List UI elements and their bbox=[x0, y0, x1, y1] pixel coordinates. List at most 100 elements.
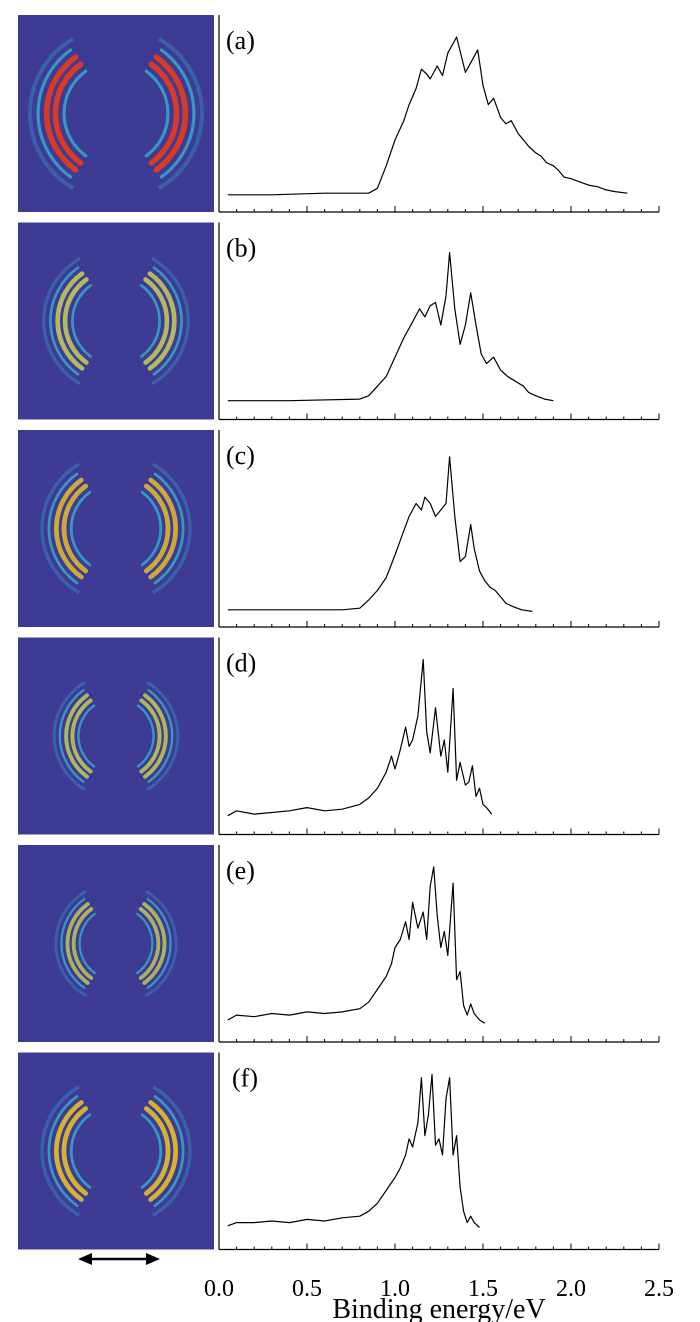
spectrum-axes bbox=[218, 222, 660, 421]
ring-arc bbox=[144, 69, 170, 158]
spectrum-line bbox=[227, 866, 486, 1024]
ring-arc bbox=[61, 1106, 89, 1196]
x-axis-tick-labels: 0.0 0.5 1.0 1.5 2.0 2.5 bbox=[204, 1276, 674, 1302]
ring-arc bbox=[143, 693, 168, 779]
ring-arc bbox=[44, 54, 79, 173]
panel-b: (b) bbox=[18, 222, 660, 421]
ring-halo bbox=[54, 890, 87, 997]
x-tick-label-5: 2.5 bbox=[644, 1276, 674, 1302]
ring-arc bbox=[140, 490, 163, 567]
panel-label: (d) bbox=[226, 649, 256, 678]
ring-arc bbox=[69, 1113, 92, 1189]
ring-arc bbox=[143, 277, 170, 365]
ring-arc bbox=[53, 1100, 84, 1202]
ring-halo bbox=[145, 890, 178, 997]
x-tick-label-4: 2.0 bbox=[556, 1276, 586, 1302]
x-axis-title: Binding energy/eV bbox=[332, 1294, 545, 1322]
ring-arc bbox=[78, 912, 96, 975]
spectrum-line bbox=[227, 1073, 480, 1228]
velocity-map-image bbox=[18, 1052, 214, 1250]
ring-arc bbox=[136, 912, 154, 975]
ring-arc bbox=[70, 698, 93, 774]
panel-label: (c) bbox=[226, 441, 255, 470]
ring-arc bbox=[77, 704, 96, 768]
x-tick-label-2: 1.0 bbox=[380, 1276, 410, 1302]
ring-halo bbox=[27, 37, 75, 190]
ring-arc bbox=[69, 490, 92, 567]
spectrum-axes bbox=[218, 637, 660, 836]
ring-arc bbox=[61, 483, 89, 574]
spectrum-line bbox=[227, 252, 554, 402]
polarization-arrow-icon bbox=[78, 1253, 160, 1265]
ring-halo bbox=[151, 256, 190, 386]
panel-e: (e) bbox=[18, 845, 660, 1043]
ring-halo bbox=[42, 256, 81, 386]
ring-arc bbox=[153, 54, 188, 173]
panel-c: (c) bbox=[18, 430, 660, 628]
panel-a: (a) bbox=[18, 15, 660, 213]
x-tick-label-1: 0.5 bbox=[292, 1276, 322, 1302]
spectrum-axes bbox=[218, 845, 660, 1043]
ring-halo bbox=[40, 462, 81, 595]
ring-arc bbox=[138, 907, 161, 980]
ring-halo bbox=[146, 681, 180, 791]
spectrum-line bbox=[227, 658, 493, 817]
ring-arc bbox=[71, 907, 94, 980]
ring-halo bbox=[151, 1085, 192, 1217]
ring-halo bbox=[151, 462, 192, 595]
panels-layer: (a) (b) (c) (d) (e) (f) bbox=[18, 15, 660, 1251]
panel-label: (a) bbox=[226, 26, 255, 55]
ring-arc bbox=[71, 284, 92, 358]
ring-arc bbox=[146, 897, 172, 990]
ring-arc bbox=[62, 69, 88, 158]
ring-arc bbox=[52, 61, 84, 166]
velocity-map-image bbox=[18, 637, 214, 835]
spectrum-line bbox=[227, 36, 628, 196]
ring-arc bbox=[60, 897, 86, 990]
x-tick-label-0: 0.0 bbox=[204, 1276, 234, 1302]
panel-label: (b) bbox=[226, 234, 256, 263]
panel-label: (e) bbox=[226, 856, 255, 885]
ring-arc bbox=[148, 61, 180, 166]
ring-arc bbox=[143, 483, 171, 574]
ring-arc bbox=[147, 271, 177, 371]
ring-arc bbox=[65, 902, 90, 985]
ring-halo bbox=[40, 1085, 81, 1217]
spectrum-axes bbox=[218, 430, 660, 628]
ring-arc bbox=[140, 1113, 163, 1189]
spectrum-line bbox=[227, 456, 533, 612]
spectrum-axes bbox=[218, 15, 660, 213]
panel-label: (f) bbox=[232, 1064, 258, 1093]
ring-arc bbox=[136, 704, 155, 768]
velocity-map-image bbox=[18, 15, 214, 212]
spectrum-axes bbox=[218, 1052, 660, 1251]
ring-arc bbox=[49, 266, 80, 376]
ring-arc bbox=[143, 1106, 171, 1196]
ring-halo bbox=[52, 681, 86, 791]
ring-arc bbox=[159, 48, 196, 179]
ring-arc bbox=[140, 284, 161, 358]
ring-arc bbox=[152, 266, 183, 376]
ring-arc bbox=[58, 689, 85, 783]
ring-arc bbox=[139, 698, 162, 774]
ring-arc bbox=[64, 693, 89, 779]
ring-arc bbox=[62, 277, 89, 365]
ring-arc bbox=[153, 472, 185, 585]
ring-halo bbox=[157, 37, 205, 190]
ring-arc bbox=[47, 472, 79, 585]
ring-arc bbox=[55, 271, 85, 371]
velocity-map-image bbox=[18, 430, 214, 627]
ring-arc bbox=[148, 477, 179, 580]
velocity-map-image bbox=[18, 845, 214, 1042]
panel-f: (f) bbox=[18, 1052, 660, 1251]
ring-arc bbox=[147, 689, 174, 783]
ring-arc bbox=[36, 48, 73, 179]
ring-arc bbox=[153, 1095, 185, 1207]
velocity-map-image bbox=[18, 222, 214, 420]
ring-arc bbox=[47, 1095, 79, 1207]
ring-arc bbox=[53, 477, 84, 580]
panel-d: (d) bbox=[18, 637, 660, 836]
ring-arc bbox=[142, 902, 167, 985]
x-tick-label-3: 1.5 bbox=[468, 1276, 498, 1302]
